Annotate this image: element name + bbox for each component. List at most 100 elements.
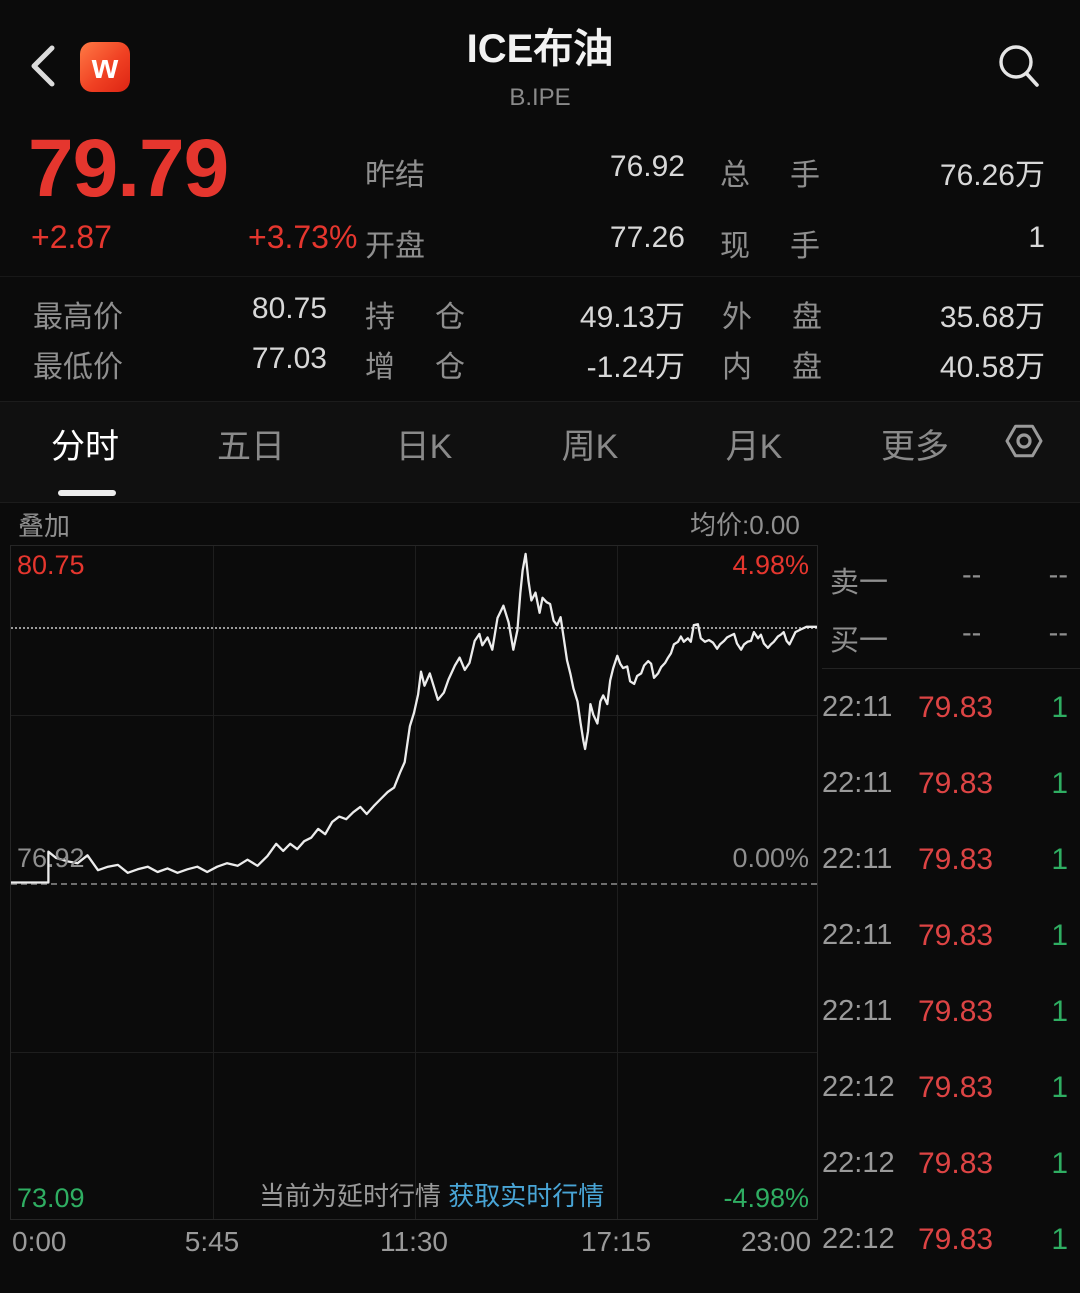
tab-daily-k[interactable]: 日K <box>395 428 453 466</box>
get-realtime-link[interactable]: 获取实时行情 <box>448 1181 605 1211</box>
average-price-label: 均价:0.00 <box>690 510 800 540</box>
active-tab-indicator <box>58 490 116 496</box>
trade-time: 22:11 <box>822 691 893 723</box>
current-volume-value: 1 <box>1028 221 1045 254</box>
back-button[interactable] <box>24 40 68 92</box>
prev-close-value: 76.92 <box>609 150 685 183</box>
sell-one-price: -- <box>962 559 982 591</box>
chart-low-pct-label: -4.98% <box>723 1183 809 1213</box>
chart-settings-button[interactable] <box>1003 420 1045 462</box>
trade-row: 22:11 79.83 1 <box>822 919 1080 953</box>
trade-time: 22:12 <box>822 1223 895 1255</box>
x-axis: 0:00 5:45 11:30 17:15 23:00 <box>10 1226 818 1266</box>
open-label: 开盘 <box>365 230 425 263</box>
chevron-left-icon <box>24 40 68 92</box>
open-value: 77.26 <box>609 221 685 254</box>
x-tick: 17:15 <box>580 1226 652 1257</box>
divider <box>0 502 1080 503</box>
prev-close-label: 昨结 <box>365 159 425 192</box>
inner-volume-label: 内盘 <box>722 351 862 384</box>
chart-high-label: 80.75 <box>17 550 85 580</box>
low-value: 77.03 <box>251 342 327 375</box>
trade-row: 22:12 79.83 1 <box>822 1071 1080 1105</box>
delayed-quote-notice: 当前为延时行情 获取实时行情 <box>259 1181 605 1211</box>
wind-app-logo[interactable]: w <box>80 42 130 92</box>
trade-qty: 1 <box>1051 691 1068 724</box>
total-volume-label: 总手 <box>720 159 860 192</box>
tab-intraday[interactable]: 分时 <box>51 428 119 466</box>
high-label: 最高价 <box>33 301 123 334</box>
trade-price: 79.83 <box>918 691 994 724</box>
last-price: 79.79 <box>28 123 229 214</box>
trade-row: 22:11 79.83 1 <box>822 995 1080 1029</box>
price-change-percent: +3.73% <box>248 219 358 255</box>
inner-volume-value: 40.58万 <box>939 351 1045 384</box>
trade-price: 79.83 <box>918 1223 994 1256</box>
trade-time: 22:12 <box>822 1147 895 1179</box>
trade-qty: 1 <box>1051 1071 1068 1104</box>
chart-mid-pct-label: 0.00% <box>732 843 809 873</box>
order-book-and-trades-panel: 卖一 -- -- 买一 -- -- 22:11 79.83 1 22:11 79.83 1… <box>822 545 1080 1293</box>
chart-mid-label: 76.92 <box>17 843 85 873</box>
search-button[interactable] <box>994 40 1046 96</box>
trade-qty: 1 <box>1051 767 1068 800</box>
trade-price: 79.83 <box>918 995 994 1028</box>
buy-one-row: 买一 <box>830 625 889 657</box>
outer-volume-value: 35.68万 <box>939 301 1045 334</box>
tab-weekly-k[interactable]: 周K <box>561 428 619 466</box>
gridline <box>617 546 618 1219</box>
divider <box>0 276 1080 277</box>
x-tick: 5:45 <box>184 1226 240 1257</box>
divider <box>0 401 1080 402</box>
trade-row: 22:11 79.83 1 <box>822 843 1080 877</box>
current-price-line <box>11 627 817 629</box>
open-interest-label: 持仓 <box>365 301 505 334</box>
prev-close-line <box>11 883 817 885</box>
trade-time: 22:11 <box>822 767 893 799</box>
tab-five-day[interactable]: 五日 <box>217 428 285 466</box>
oi-change-label: 增仓 <box>365 351 505 384</box>
trade-qty: 1 <box>1051 1223 1068 1256</box>
price-change: +2.87 <box>31 219 112 255</box>
chart-high-pct-label: 4.98% <box>732 550 809 580</box>
divider <box>822 668 1080 669</box>
oi-change-value: -1.24万 <box>586 351 685 384</box>
trade-row: 22:11 79.83 1 <box>822 767 1080 801</box>
low-label: 最低价 <box>33 351 123 384</box>
trade-price: 79.83 <box>918 919 994 952</box>
buy-one-qty: -- <box>1048 617 1068 649</box>
trade-row: 22:12 79.83 1 <box>822 1147 1080 1181</box>
trade-qty: 1 <box>1051 843 1068 876</box>
search-icon <box>994 40 1046 96</box>
page-title: ICE布油 <box>466 27 614 71</box>
trade-qty: 1 <box>1051 919 1068 952</box>
high-value: 80.75 <box>251 292 327 325</box>
trade-price: 79.83 <box>918 1147 994 1180</box>
x-tick: 11:30 <box>380 1226 448 1257</box>
trade-qty: 1 <box>1051 995 1068 1028</box>
trade-time: 22:11 <box>822 919 893 951</box>
x-tick: 0:00 <box>12 1226 67 1257</box>
trade-time: 22:11 <box>822 843 893 875</box>
total-volume-value: 76.26万 <box>939 159 1045 192</box>
x-tick: 23:00 <box>740 1226 812 1257</box>
trade-qty: 1 <box>1051 1147 1068 1180</box>
sell-one-row: 卖一 <box>830 567 889 599</box>
gridline <box>415 546 416 1219</box>
tab-monthly-k[interactable]: 月K <box>725 428 783 466</box>
logo-letter: w <box>91 47 119 86</box>
tab-more[interactable]: 更多 <box>881 428 949 466</box>
intraday-chart[interactable]: 80.75 4.98% 76.92 0.00% 73.09 -4.98% 当前为… <box>10 545 818 1220</box>
buy-one-price: -- <box>962 617 982 649</box>
current-volume-label: 现手 <box>720 230 860 263</box>
gridline <box>213 546 214 1219</box>
settings-nut-icon <box>1003 420 1045 462</box>
price-line <box>11 552 817 884</box>
period-tab-bar <box>0 401 1080 502</box>
open-interest-value: 49.13万 <box>579 301 685 334</box>
trade-time: 22:11 <box>822 995 893 1027</box>
overlay-button[interactable]: 叠加 <box>18 511 71 541</box>
chart-low-label: 73.09 <box>17 1183 85 1213</box>
outer-volume-label: 外盘 <box>722 301 862 334</box>
trade-time: 22:12 <box>822 1071 895 1103</box>
